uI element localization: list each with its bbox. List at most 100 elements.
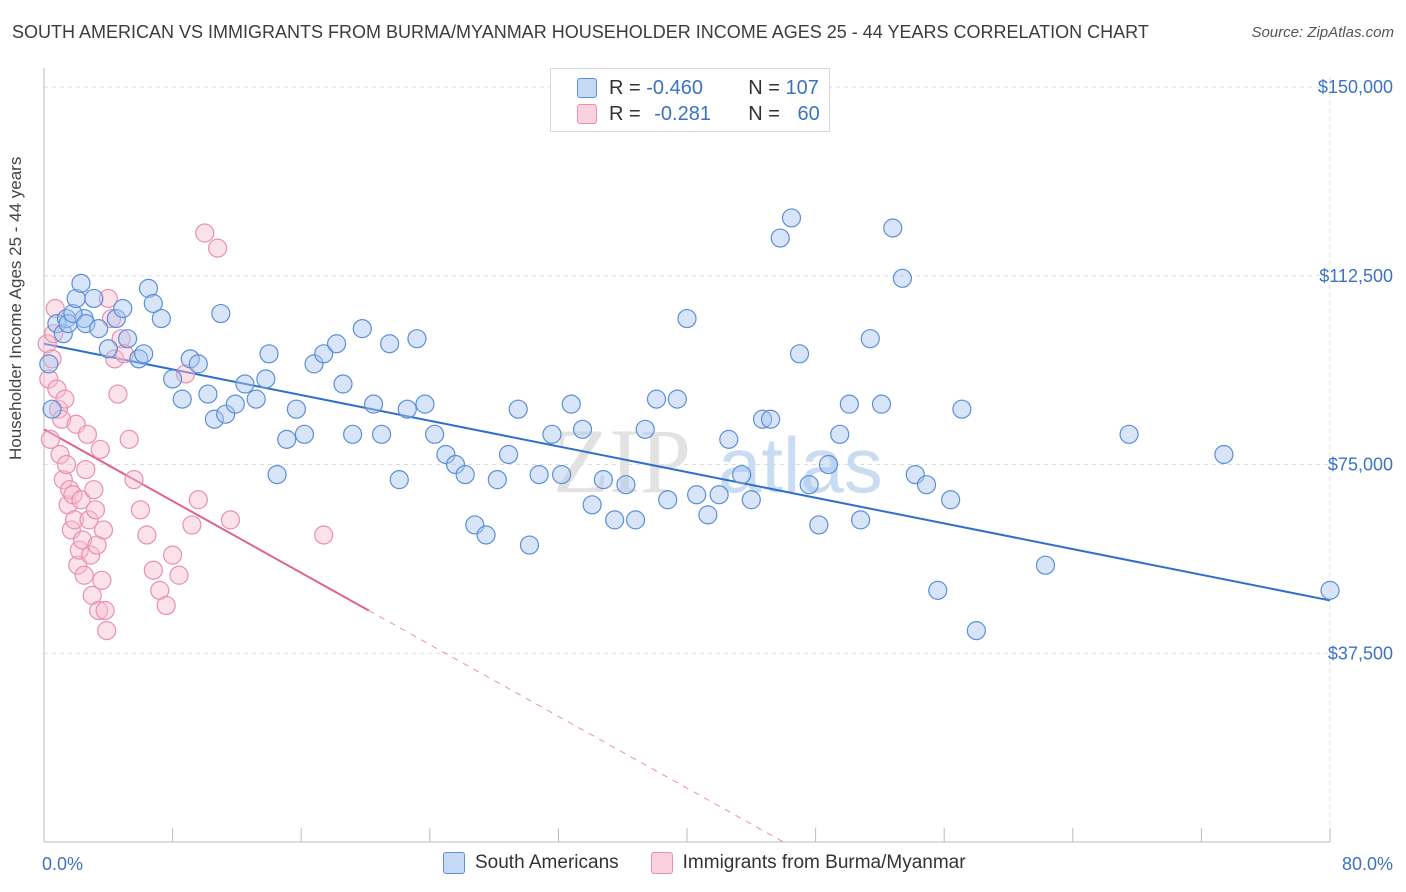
point-south-americans: [188, 354, 208, 374]
point-south-americans: [163, 369, 183, 389]
point-burma: [74, 565, 94, 585]
point-south-americans: [76, 314, 96, 334]
point-south-americans: [498, 444, 519, 465]
point-south-americans: [267, 464, 287, 485]
point-burma: [188, 490, 208, 510]
point-south-americans: [42, 399, 62, 419]
y-tick-label: $112,500: [1319, 266, 1393, 286]
correlation-legend: R = -0.460 N = 107 R = -0.281 N = 60: [550, 68, 830, 132]
point-south-americans: [106, 308, 126, 329]
point-south-americans: [851, 510, 871, 530]
trend-lines: [43, 342, 1331, 843]
point-south-americans: [698, 505, 718, 525]
point-burma: [40, 429, 61, 449]
point-south-americans: [225, 394, 245, 414]
point-south-americans: [760, 409, 781, 429]
y-tick-label: $75,000: [1328, 455, 1393, 475]
point-south-americans: [966, 621, 986, 641]
point-burma: [156, 595, 176, 616]
legend-swatch-pink: [650, 852, 673, 874]
legend-swatch-blue: [443, 852, 465, 874]
r-value: -0.460: [646, 76, 703, 99]
point-south-americans: [741, 490, 761, 510]
r-label: R =: [609, 76, 647, 99]
point-south-americans: [799, 475, 819, 495]
point-south-americans: [839, 394, 859, 414]
y-tick-label: $37,500: [1328, 643, 1393, 663]
chart-title: SOUTH AMERICAN VS IMMIGRANTS FROM BURMA/…: [12, 22, 1149, 42]
point-south-americans: [407, 329, 427, 349]
point-south-americans: [789, 344, 810, 364]
point-south-americans: [519, 535, 540, 555]
point-south-americans: [1320, 580, 1340, 600]
point-south-americans: [143, 293, 163, 314]
point-south-americans: [294, 424, 315, 444]
point-south-americans: [781, 208, 802, 228]
point-burma: [47, 379, 67, 399]
point-south-americans: [561, 394, 581, 414]
point-burma: [42, 349, 62, 369]
point-south-americans: [352, 319, 372, 339]
point-south-americans: [117, 329, 138, 349]
point-burma: [84, 480, 104, 500]
point-burma: [85, 500, 106, 520]
point-burma: [208, 238, 228, 258]
point-burma: [97, 621, 117, 641]
point-south-americans: [883, 218, 903, 238]
point-burma: [143, 560, 163, 580]
n-label: N =: [748, 76, 786, 99]
point-south-americans: [572, 419, 593, 439]
point-south-americans: [770, 228, 790, 248]
point-burma: [50, 444, 70, 465]
point-south-americans: [605, 510, 625, 530]
point-burma: [71, 490, 91, 510]
n-label: N =: [748, 102, 786, 125]
point-burma: [90, 439, 110, 460]
point-south-americans: [277, 429, 297, 449]
point-south-americans: [508, 399, 528, 419]
point-burma: [195, 223, 215, 243]
point-south-americans: [687, 485, 707, 505]
point-south-americans: [98, 339, 118, 359]
legend-swatch-pink: [577, 104, 597, 124]
point-burma: [81, 545, 101, 565]
point-burma: [55, 389, 75, 409]
point-south-americans: [487, 470, 507, 490]
point-south-americans: [235, 374, 255, 394]
point-south-americans: [198, 384, 218, 404]
point-south-americans: [916, 475, 937, 495]
point-south-americans: [646, 389, 667, 409]
point-south-americans: [53, 324, 73, 344]
point-south-americans: [860, 329, 880, 349]
point-south-americans: [134, 344, 154, 364]
r-value: -0.281: [654, 102, 711, 125]
point-south-americans: [314, 344, 334, 364]
legend-label: Immigrants from Burma/Myanmar: [682, 852, 966, 873]
point-south-americans: [719, 429, 739, 449]
point-burma: [56, 454, 77, 475]
point-south-americans: [593, 470, 614, 490]
legend-row-south-americans: R = -0.460 N = 107: [577, 75, 819, 101]
series-legend: South Americans Immigrants from Burma/My…: [443, 852, 998, 874]
point-burma: [77, 424, 98, 444]
point-south-americans: [658, 490, 678, 510]
point-south-americans: [343, 424, 363, 444]
point-south-americans: [389, 470, 409, 490]
y-axis-label: Householder Income Ages 25 - 44 years: [6, 156, 25, 460]
point-south-americans: [818, 454, 839, 475]
data-points: [37, 208, 1340, 641]
point-burma: [52, 409, 72, 429]
watermark-zip: ZIP: [553, 410, 691, 512]
point-south-americans: [941, 490, 961, 510]
point-south-americans: [582, 495, 602, 515]
point-burma: [79, 510, 99, 530]
point-south-americans: [113, 298, 133, 319]
point-burma: [68, 555, 88, 575]
point-south-americans: [625, 510, 646, 530]
trend-line-south-americans: [43, 342, 1331, 602]
point-south-americans: [445, 454, 466, 475]
tick-labels: $37,500 $75,000 $112,500 $150,000 0.0% 80.0%: [42, 77, 1393, 874]
point-south-americans: [211, 303, 231, 324]
point-south-americans: [71, 273, 91, 293]
legend-item-south-americans: South Americans: [443, 852, 619, 874]
